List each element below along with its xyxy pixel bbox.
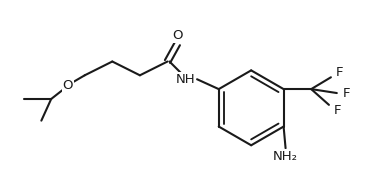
Text: NH: NH (176, 73, 195, 86)
Text: F: F (334, 104, 341, 117)
Text: O: O (63, 79, 73, 92)
Text: NH₂: NH₂ (273, 150, 298, 163)
Text: F: F (336, 66, 343, 79)
Text: F: F (343, 87, 350, 99)
Text: O: O (172, 29, 183, 42)
